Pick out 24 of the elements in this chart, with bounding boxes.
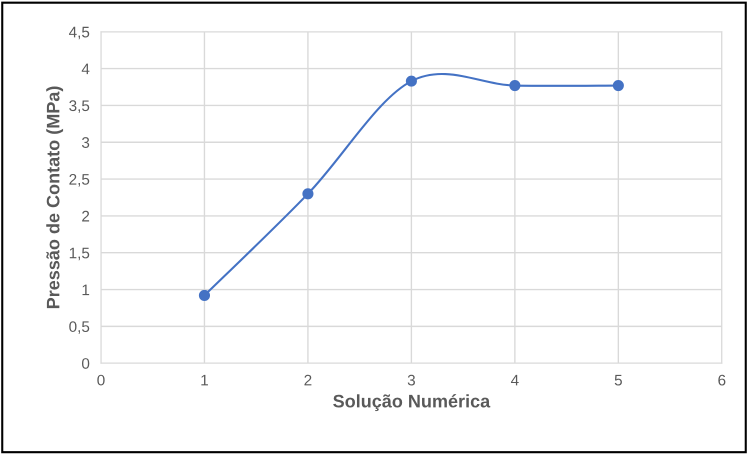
y-tick-label: 3 xyxy=(82,137,90,148)
y-axis-title: Pressão de Contato (MPa) xyxy=(46,86,64,308)
y-tick-label: 0 xyxy=(82,358,90,369)
y-tick-label: 1,5 xyxy=(70,248,90,260)
point xyxy=(612,80,624,92)
x-tick-label: 0 xyxy=(97,374,105,386)
x-tick-label: 2 xyxy=(304,374,312,386)
point xyxy=(198,290,210,301)
x-axis-title: Solução Numérica xyxy=(333,394,490,412)
y-tick-label: 1 xyxy=(82,284,90,296)
point xyxy=(509,80,520,92)
y-tick-label: 2,5 xyxy=(69,174,90,187)
x-tick-label: 4 xyxy=(510,374,519,386)
point xyxy=(406,76,417,87)
y-tick-label: 2 xyxy=(82,210,90,222)
y-tick-label: 4,5 xyxy=(68,26,90,40)
x-tick-label: 3 xyxy=(408,374,415,386)
y-tick-label: 3,5 xyxy=(69,100,90,113)
x-tick-label: 5 xyxy=(614,374,622,386)
y-tick-label: 4 xyxy=(82,64,90,74)
x-tick-label: 6 xyxy=(718,374,726,386)
point xyxy=(302,188,314,200)
y-tick-label: 0,5 xyxy=(69,321,90,334)
x-tick-label: 1 xyxy=(201,374,208,386)
